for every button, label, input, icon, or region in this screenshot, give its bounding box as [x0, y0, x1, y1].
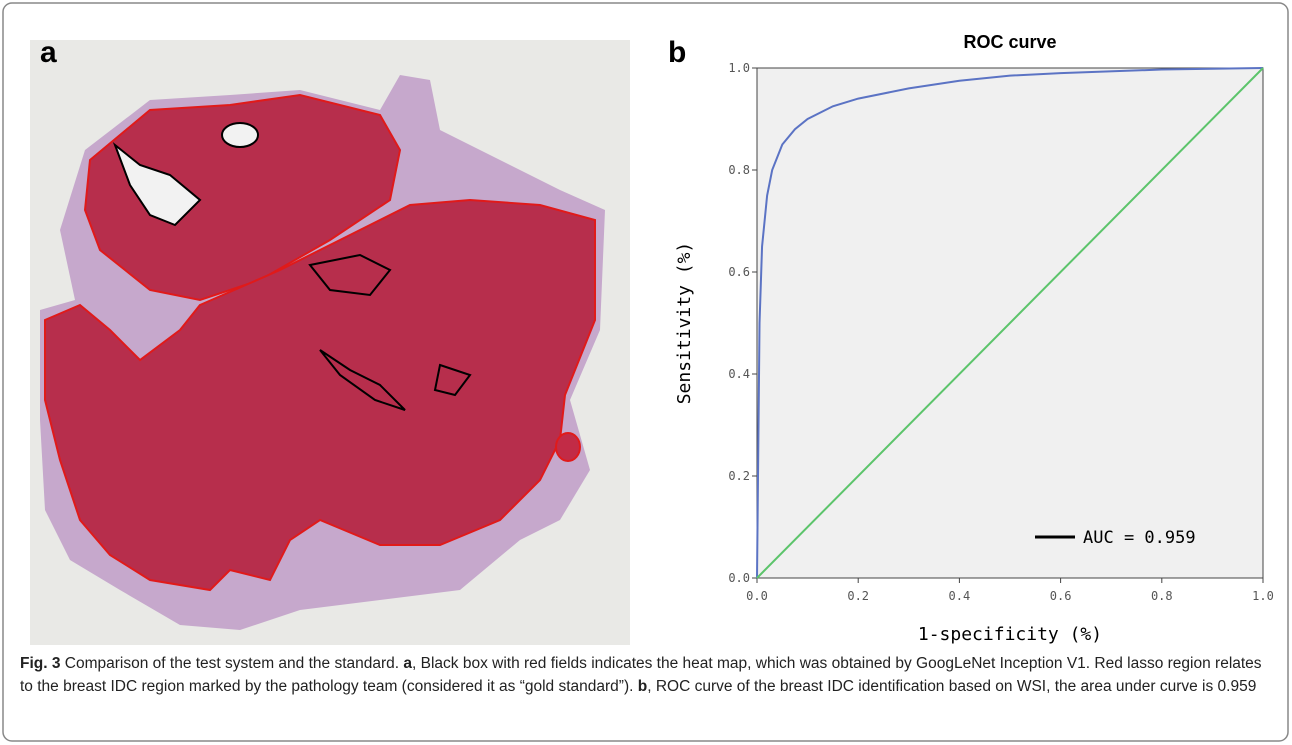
heatmap-outline	[433, 363, 472, 397]
caption: Fig. 3 Comparison of the test system and…	[20, 652, 1275, 698]
heatmap-outline	[319, 349, 406, 411]
tumor-region	[555, 432, 581, 462]
x-tick-label: 0.0	[746, 589, 768, 603]
caption-text: Comparison of the test system and the st…	[64, 655, 404, 672]
x-tick-label: 0.8	[1151, 589, 1173, 603]
x-axis-label: 1-specificity (%)	[918, 624, 1102, 645]
x-tick-label: 0.2	[847, 589, 869, 603]
caption-panel-ref: a	[403, 655, 413, 672]
y-tick-label: 0.8	[728, 163, 750, 177]
y-tick-label: 1.0	[728, 61, 750, 75]
chart-title: ROC curve	[963, 32, 1056, 52]
caption-text: , ROC curve of the breast IDC identifica…	[647, 678, 1257, 695]
y-tick-label: 0.0	[728, 571, 750, 585]
tumor-region	[44, 198, 596, 592]
x-tick-label: 0.4	[949, 589, 971, 603]
y-tick-label: 0.6	[728, 265, 750, 279]
y-tick-label: 0.4	[728, 367, 750, 381]
roc-line	[756, 67, 1264, 579]
panel-label: b	[668, 36, 686, 69]
caption-label: Fig. 3	[20, 655, 61, 672]
heatmap-outline	[308, 253, 392, 297]
x-tick-label: 1.0	[1252, 589, 1274, 603]
tissue-hole	[112, 141, 202, 227]
auc-annotation: AUC = 0.959	[1083, 528, 1196, 548]
x-tick-label: 0.6	[1050, 589, 1072, 603]
y-tick-label: 0.2	[728, 469, 750, 483]
y-axis-label: Sensitivity (%)	[674, 242, 695, 405]
caption-text: , Black box with red fields indicates th…	[20, 655, 1262, 695]
tissue-hole	[221, 122, 259, 148]
roc-line	[756, 67, 1264, 579]
panel-label: a	[40, 36, 57, 69]
caption-panel-ref: b	[637, 678, 648, 695]
tumor-region	[83, 93, 402, 302]
